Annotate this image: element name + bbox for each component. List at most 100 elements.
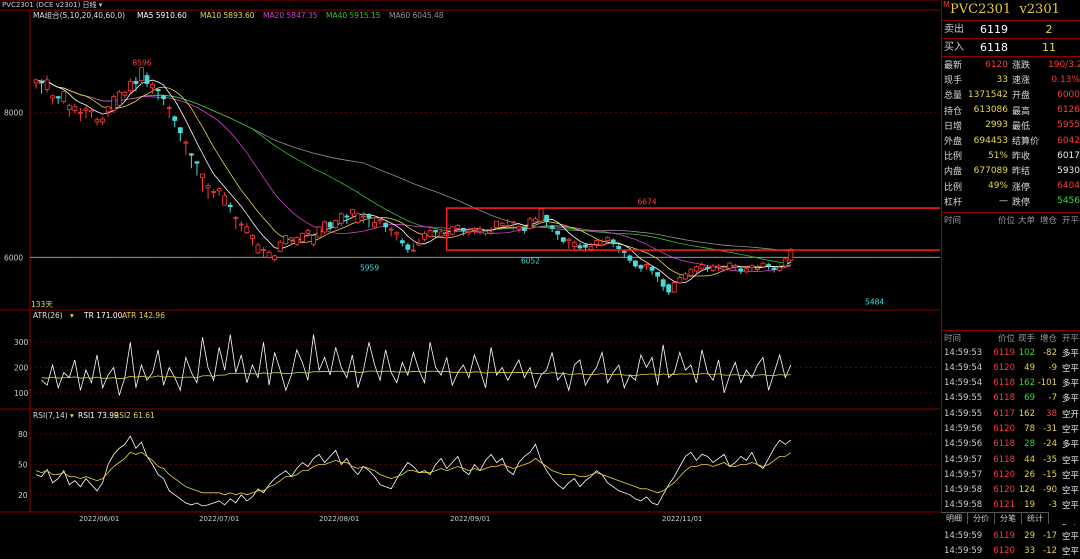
- tick-price: 6118: [993, 393, 1015, 404]
- candle-body: [366, 214, 372, 218]
- candle-body: [627, 255, 633, 261]
- bottom-tab[interactable]: 分价: [968, 512, 995, 524]
- candle-body: [438, 231, 444, 237]
- svg-text:▾: ▾: [70, 411, 74, 420]
- tick-row[interactable]: 14:59:54 6118 162 -101 多平: [942, 375, 1080, 390]
- atr-tr-line: [41, 334, 792, 396]
- quote-label: 外盘: [944, 137, 963, 148]
- tick-time: 14:59:54: [944, 378, 983, 389]
- tick-row[interactable]: 14:59:54 6120 49 -9 空平: [942, 360, 1080, 375]
- quote-label: 内盘: [944, 167, 963, 178]
- candle-body: [671, 282, 677, 293]
- bid-row[interactable]: 买入 6118 11: [942, 39, 1080, 57]
- candle-body: [588, 246, 594, 250]
- candle-body: [200, 173, 205, 179]
- candle-body: [699, 264, 705, 269]
- tick-type: 空平: [1061, 455, 1079, 466]
- candle-body: [422, 233, 427, 240]
- candle-body: [94, 119, 100, 123]
- tick-volume: 102: [1018, 347, 1035, 358]
- x-tick-label: 2022/06/01: [79, 515, 119, 523]
- tick-row[interactable]: 14:59:55 6118 69 -7 多平: [942, 391, 1080, 406]
- bottom-tab[interactable]: 统计: [1022, 512, 1049, 524]
- candle-body: [39, 81, 44, 84]
- quote-value: 5456: [1057, 196, 1080, 207]
- quote-value: 6404: [1057, 181, 1080, 192]
- candle-body: [788, 248, 794, 261]
- candle-body: [760, 262, 766, 268]
- tick-row[interactable]: 14:59:57 6118 44 -35 空平: [942, 452, 1080, 467]
- candle-body: [616, 246, 622, 250]
- quote-value: 0.13%: [1051, 74, 1080, 85]
- days-label: 133天: [31, 300, 53, 309]
- candle-body: [322, 221, 328, 233]
- tick-row[interactable]: 14:59:59 6120 33 -12 空平: [942, 544, 1080, 559]
- quote-value: 1371542: [967, 89, 1008, 100]
- quote-label: 昨结: [1012, 167, 1031, 178]
- tick-time: 14:59:56: [944, 424, 983, 434]
- candle-body: [644, 264, 649, 267]
- tick-type: 空平: [1061, 532, 1079, 543]
- x-tick-label: 2022/11/01: [662, 515, 702, 523]
- quote-label: 杠杆: [944, 197, 963, 208]
- tick-time: 14:59:59: [944, 531, 983, 542]
- tick-row[interactable]: 14:59:58 6120 124 -90 空平: [942, 483, 1080, 498]
- candle-body: [721, 267, 727, 271]
- column-header: 增仓: [1039, 215, 1057, 226]
- candle-body: [738, 268, 744, 272]
- price-chart-svg[interactable]: PVC2301 (DCE v2301) 日线 ▾ MA组合(5,10,20,40…: [0, 0, 1064, 524]
- tick-row[interactable]: 14:59:55 6117 162 38 空开: [942, 406, 1080, 421]
- tick-row[interactable]: 14:59:59 6119 29 -17 空平: [942, 528, 1080, 543]
- candle-body: [610, 239, 616, 244]
- candle-body: [250, 235, 255, 239]
- quote-value: 677089: [973, 165, 1008, 176]
- chart-area[interactable]: PVC2301 (DCE v2301) 日线 ▾ MA组合(5,10,20,40…: [0, 0, 1064, 524]
- candle-body: [338, 213, 344, 224]
- candle-body: [288, 237, 294, 241]
- tick-volume: 162: [1018, 408, 1035, 419]
- quote-value: 613086: [973, 105, 1008, 116]
- tick-list[interactable]: 14:59:53 6119 102 -82 多平 14:59:54 6120 49 -9 空平 14…: [942, 345, 1080, 559]
- quote-table: 最新 6120 涨跌 190/3.20% 现手 33 速涨 0.13% 总量 1371542 开盘 6…: [942, 57, 1080, 209]
- candle-body: [111, 96, 117, 111]
- tick-row[interactable]: 14:59:53 6119 102 -82 多平: [942, 345, 1080, 360]
- ask-label: 卖出: [944, 24, 964, 35]
- column-header: 现手: [1017, 333, 1035, 344]
- candle-body: [782, 258, 788, 267]
- ma10-legend: MA10 5893.60: [200, 11, 255, 20]
- candle-body: [605, 237, 611, 242]
- svg-text:▾: ▾: [70, 311, 74, 320]
- column-header: 开平: [1061, 333, 1079, 344]
- candle-body: [83, 108, 89, 111]
- bottom-tab[interactable]: 明细: [941, 512, 968, 524]
- x-tick-label: 2022/08/01: [319, 515, 359, 523]
- quote-row: 最新 6120 涨跌 190/3.20%: [942, 57, 1080, 72]
- candle-body: [427, 230, 433, 237]
- tick-row[interactable]: 14:59:56 6120 78 -31 空平: [942, 421, 1080, 436]
- candle-body: [677, 277, 683, 284]
- tick-volume: 124: [1018, 485, 1035, 496]
- tick-oi-change: -17: [1043, 531, 1057, 542]
- candle-body: [472, 227, 477, 231]
- tick-oi-change: -31: [1043, 424, 1057, 434]
- atr-tick-label: 300: [14, 338, 29, 347]
- tick-price: 6119: [993, 347, 1015, 358]
- candle-body: [344, 215, 350, 218]
- candle-body: [127, 80, 133, 92]
- tick-row[interactable]: 14:59:56 6118 28 -24 多平: [942, 437, 1080, 452]
- ask-volume: 2: [1045, 23, 1053, 36]
- tick-row[interactable]: 14:59:57 6120 26 -15 空平: [942, 467, 1080, 482]
- ask-row[interactable]: 卖出 6119 2: [942, 21, 1080, 39]
- tick-row[interactable]: 14:59:58 6121 19 -3 空平: [942, 498, 1080, 513]
- quote-label: 最新: [944, 61, 963, 72]
- column-header: 增仓: [1039, 333, 1057, 344]
- tick-price: 6120: [993, 485, 1015, 496]
- candle-body: [244, 226, 250, 234]
- quote-value: 5955: [1057, 120, 1080, 131]
- bottom-tab[interactable]: 分笔: [995, 512, 1022, 524]
- quote-row: 外盘 694453 结算价 6042: [942, 133, 1080, 148]
- bid-label: 买入: [944, 42, 964, 53]
- tick-volume: 29: [1024, 531, 1035, 542]
- tick-oi-change: -9: [1048, 362, 1057, 373]
- price-annotation: 5484: [865, 298, 884, 307]
